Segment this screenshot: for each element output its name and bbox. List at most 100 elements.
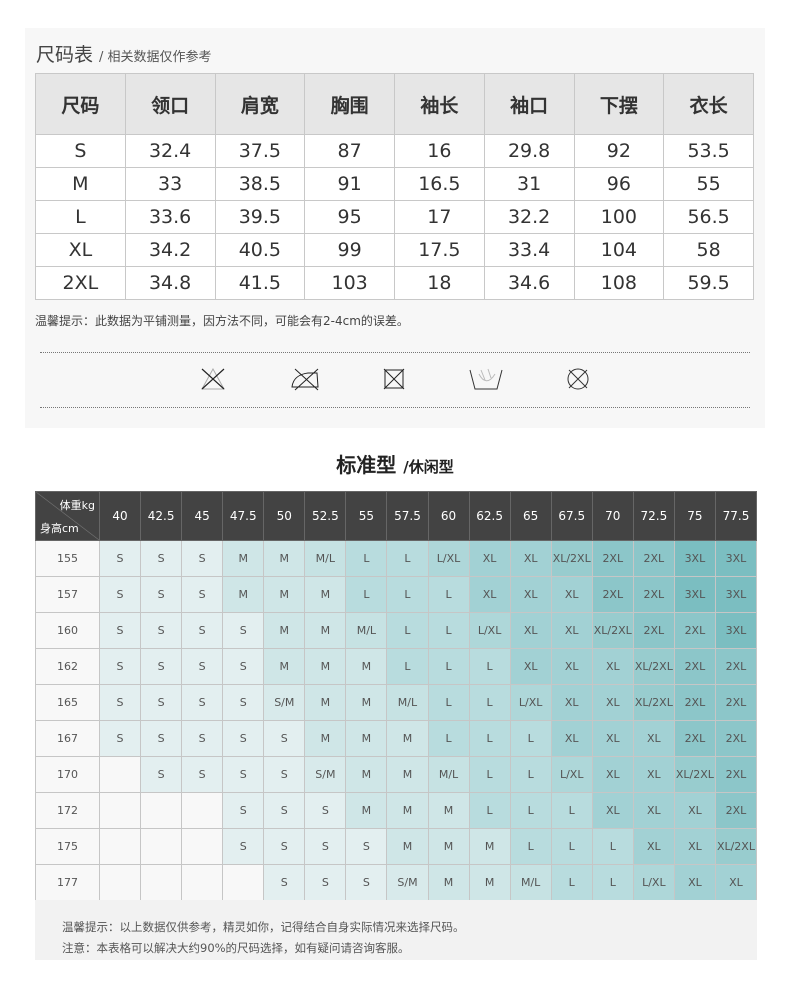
cell: 104	[573, 233, 665, 267]
weight-header: 67.5	[550, 491, 593, 541]
size-cell: XL/2XL	[550, 540, 593, 577]
corner-header: 体重kg 身高cm	[35, 491, 100, 541]
cell: 58	[663, 233, 754, 267]
size-cell: M	[345, 756, 388, 793]
size-cell: M	[304, 576, 347, 613]
size-cell: XL	[673, 828, 716, 865]
table-row: 160 S S S S M M M/L L L L/XL XL XL XL/2XL 2XL 2XL 3XL	[35, 612, 758, 649]
measurement-note: 温馨提示：此数据为平铺测量，因方法不同，可能会有2-4cm的误差。	[35, 314, 409, 328]
table-row: XL 34.2 40.5 99 17.5 33.4 104 58	[35, 233, 754, 267]
height-label: 身高cm	[40, 522, 79, 535]
size-cell: M	[386, 756, 429, 793]
weight-header: 55	[345, 491, 388, 541]
cell: 87	[304, 134, 395, 168]
size-cell	[222, 864, 265, 901]
size-cell	[181, 864, 224, 901]
size-cell: M	[263, 540, 306, 577]
size-cell: XL	[509, 612, 552, 649]
cell: 尺码	[35, 73, 126, 135]
cell: 16	[394, 134, 485, 168]
cell: 59.5	[663, 266, 754, 300]
cell: 胸围	[304, 73, 395, 135]
size-cell: 2XL	[591, 540, 634, 577]
size-cell: XL	[632, 756, 675, 793]
size-cell: S	[181, 684, 224, 721]
size-cell: XL	[509, 576, 552, 613]
weight-label: 体重kg	[59, 499, 95, 512]
cell: 56.5	[663, 200, 754, 234]
size-cell	[140, 828, 183, 865]
fit-table: 体重kg 身高cm 40 42.5 45 47.5 50 52.5 55 57.5 60 62.5 6…	[35, 491, 758, 901]
cell: 肩宽	[214, 73, 306, 135]
size-cell: XL	[591, 720, 634, 757]
do-not-iron-icon	[291, 368, 319, 391]
cell: 38.5	[214, 167, 306, 201]
cell: 16.5	[394, 167, 485, 201]
table-row: L 33.6 39.5 95 17 32.2 100 56.5	[35, 200, 754, 234]
size-cell: L	[468, 684, 511, 721]
fit-chart-title: 标准型 /休闲型	[0, 449, 790, 478]
size-cell: S	[181, 720, 224, 757]
cell: 53.5	[663, 134, 754, 168]
weight-header: 52.5	[304, 491, 347, 541]
table-row: 2XL 34.8 41.5 103 18 34.6 108 59.5	[35, 266, 754, 300]
size-cell: M	[345, 684, 388, 721]
cell: 91	[304, 167, 395, 201]
height-cell: 160	[35, 612, 100, 649]
size-cell: L	[468, 648, 511, 685]
size-cell: L	[591, 828, 634, 865]
size-cell	[181, 828, 224, 865]
size-cell: S	[140, 576, 183, 613]
size-cell: L	[509, 756, 552, 793]
size-cell: 3XL	[714, 576, 758, 613]
size-cell: S/M	[304, 756, 347, 793]
cell: 41.5	[214, 266, 306, 300]
size-cell: L	[468, 792, 511, 829]
hand-wash-icon	[469, 368, 503, 390]
cell: 100	[573, 200, 665, 234]
weight-header: 72.5	[632, 491, 675, 541]
cell: 99	[304, 233, 395, 267]
table-row: 162 S S S S M M M L L L XL XL XL XL/2XL 2XL 2XL	[35, 648, 758, 685]
size-cell: M	[427, 828, 470, 865]
header-row: 尺码 领口 肩宽 胸围 袖长 袖口 下摆 衣长	[35, 73, 754, 135]
size-cell: XL	[550, 648, 593, 685]
size-cell: S	[222, 756, 265, 793]
weight-header: 47.5	[222, 491, 265, 541]
cell: L	[35, 200, 126, 234]
size-cell: L	[386, 612, 429, 649]
cell: 103	[304, 266, 395, 300]
cell: 37.5	[214, 134, 306, 168]
size-cell: M	[427, 792, 470, 829]
do-not-dry-clean-icon	[567, 368, 589, 390]
size-cell: XL	[550, 684, 593, 721]
size-cell: XL	[632, 792, 675, 829]
height-cell: 177	[35, 864, 100, 901]
size-cell: XL	[550, 612, 593, 649]
size-cell: S	[222, 828, 265, 865]
size-cell: S	[304, 864, 347, 901]
size-cell: M	[263, 576, 306, 613]
cell: 92	[573, 134, 665, 168]
size-cell: S	[181, 540, 224, 577]
size-cell	[98, 792, 142, 829]
size-cell: S	[98, 648, 142, 685]
cell: 34.6	[483, 266, 575, 300]
weight-header: 70	[591, 491, 634, 541]
table-row: 157 S S S M M M L L L XL XL XL 2XL 2XL 3XL 3XL	[35, 576, 758, 613]
size-cell: L	[386, 576, 429, 613]
size-cell: S	[181, 576, 224, 613]
size-cell: L	[468, 756, 511, 793]
size-cell: M	[468, 828, 511, 865]
size-cell	[98, 828, 142, 865]
size-cell: XL	[509, 540, 552, 577]
size-chart-panel: 尺码表 / 相关数据仅作参考 尺码 领口 肩宽 胸围 袖长 袖口 下摆 衣长 S 32.4 37.5 8…	[25, 28, 765, 428]
note-tip: 温馨提示：以上数据仅供参考，精灵如你，记得结合自身实际情况来选择尺码。	[62, 920, 465, 934]
size-cell: L	[550, 828, 593, 865]
size-cell: M/L	[427, 756, 470, 793]
size-cell: M	[468, 864, 511, 901]
size-cell: XL	[591, 684, 634, 721]
size-cell: M	[386, 720, 429, 757]
do-not-tumble-dry-icon	[383, 368, 405, 390]
height-cell: 170	[35, 756, 100, 793]
